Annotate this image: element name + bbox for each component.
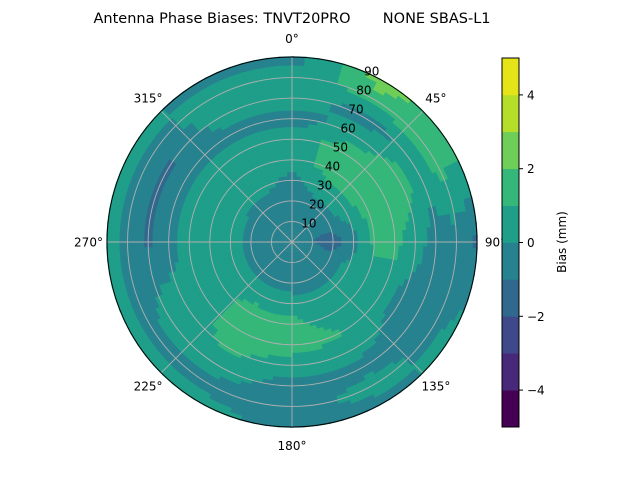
angular-tick-label: 45° <box>425 92 446 106</box>
colorbar-tick-label: −2 <box>527 310 545 324</box>
radial-tick-label: 10 <box>301 217 316 231</box>
colorbar-tick-label: 0 <box>527 236 535 250</box>
colorbar-tick-label: 4 <box>527 88 535 102</box>
colorbar-segment <box>502 131 519 169</box>
angular-tick-label: 225° <box>134 379 163 393</box>
colorbar-segment <box>502 353 519 391</box>
angular-tick-label: 180° <box>278 439 307 453</box>
colorbar-tick-label: 2 <box>527 162 535 176</box>
chart-title: Antenna Phase Biases: TNVT20PRO NONE SBA… <box>94 11 491 27</box>
contour-fill <box>106 56 478 428</box>
colorbar-segment <box>502 205 519 243</box>
radial-tick-label: 90 <box>364 65 379 79</box>
colorbar: −4 −2 0 2 4 <box>501 57 545 428</box>
radial-tick-label: 20 <box>309 198 324 212</box>
colorbar-segment <box>502 58 519 96</box>
radial-tick-label: 80 <box>356 84 371 98</box>
colorbar-label: Bias (mm) <box>555 211 569 273</box>
radial-tick-label: 30 <box>317 179 332 193</box>
colorbar-segment <box>502 242 519 280</box>
angular-tick-label: 270° <box>74 236 103 250</box>
colorbar-segment <box>502 390 519 428</box>
radial-tick-label: 70 <box>348 103 363 117</box>
angular-tick-label: 0° <box>285 32 299 46</box>
colorbar-tick-label: −4 <box>527 384 545 398</box>
colorbar-segment <box>502 279 519 317</box>
polar-grid <box>106 56 478 428</box>
radial-tick-label: 60 <box>341 122 356 136</box>
angular-tick-label: 135° <box>421 379 450 393</box>
colorbar-segment <box>502 168 519 206</box>
radial-tick-label: 40 <box>325 160 340 174</box>
angular-tick-label: 315° <box>134 92 163 106</box>
radial-tick-label: 50 <box>333 141 348 155</box>
colorbar-segment <box>502 316 519 354</box>
colorbar-segment <box>502 94 519 133</box>
